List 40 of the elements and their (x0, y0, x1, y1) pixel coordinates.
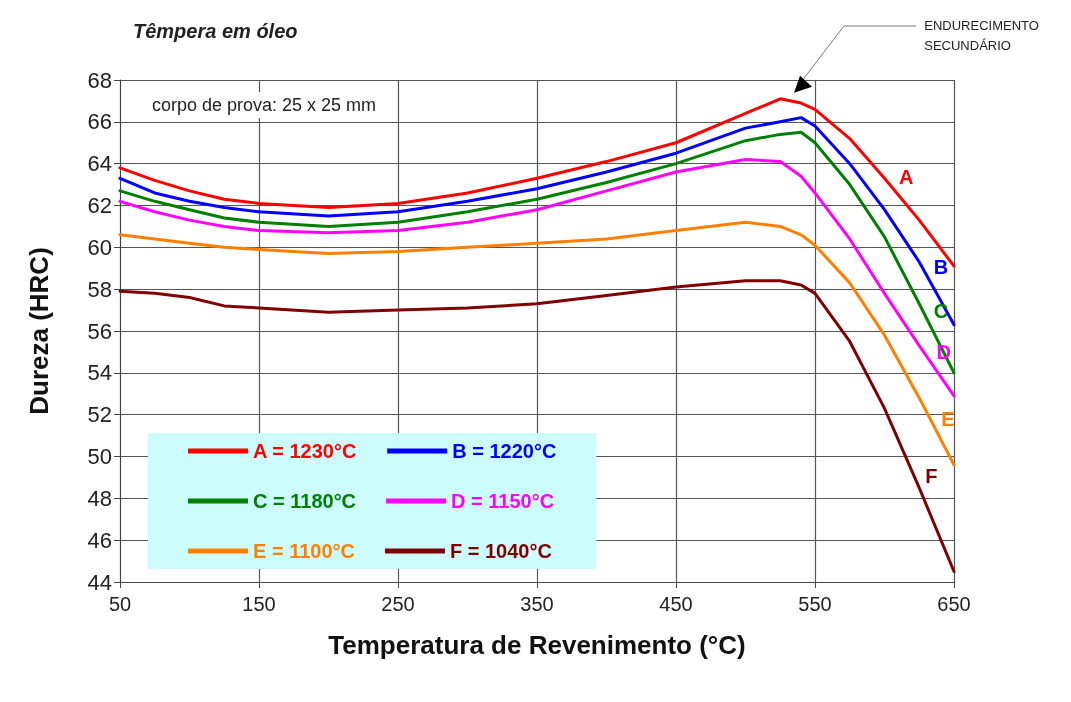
x-tick-label: 350 (520, 593, 554, 615)
annotation: B (933, 255, 949, 278)
legend-label: F = 1040°C (449, 540, 552, 562)
y-tick-label: 44 (87, 569, 112, 595)
x-tick-label: 150 (242, 593, 276, 615)
y-tick-label: 62 (87, 193, 112, 218)
legend-label: E = 1100°C (253, 540, 355, 562)
x-tick-label: 650 (937, 593, 971, 615)
y-tick-label: 48 (87, 485, 112, 511)
y-tick-label: 64 (87, 151, 112, 177)
y-tick-label: 60 (87, 234, 112, 260)
line-series (118, 116, 956, 327)
x-tick-label: 50 (108, 593, 132, 615)
annotation: corpo de prova: 25 x 25 mm (152, 95, 377, 115)
y-tick-label: 56 (87, 318, 112, 344)
y-tick-label: 68 (87, 67, 112, 93)
y-axis-title: Dureza (HRC) (24, 247, 54, 415)
annotation: F (925, 464, 938, 487)
x-tick-label: 250 (381, 593, 415, 615)
x-axis-title: Temperatura de Revenimento (°C) (328, 630, 746, 660)
annotation: E (941, 408, 955, 431)
legend-label: C = 1180°C (253, 490, 357, 512)
text: ENDURECIMENTO SECUNDÁRIO (924, 17, 1039, 53)
legend-label: D = 1150°C (451, 490, 555, 512)
y-tick-label: 58 (87, 276, 112, 302)
legend-label: A = 1230°C (253, 440, 357, 462)
y-tick-label: 52 (87, 402, 112, 428)
x-tick-label: 550 (798, 593, 832, 615)
line-series (118, 220, 956, 467)
y-tick-label: 50 (87, 444, 112, 469)
annotation: A (899, 165, 914, 188)
x-tick-label: 450 (659, 593, 693, 615)
legend-label: B = 1220°C (452, 440, 557, 462)
line-series (118, 279, 956, 574)
y-tick-label: 54 (87, 360, 112, 386)
y-tick-label: 66 (87, 109, 112, 135)
y-tick-label: 46 (87, 527, 112, 553)
line-series (118, 130, 956, 375)
line-series (118, 157, 956, 398)
chart-title: Têmpera em óleo (133, 20, 298, 42)
